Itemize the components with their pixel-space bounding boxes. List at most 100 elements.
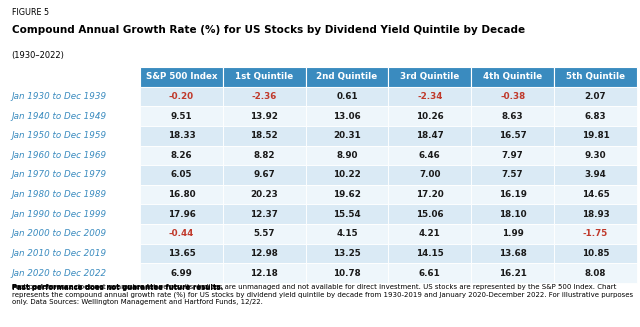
Text: -0.20: -0.20 xyxy=(169,92,194,101)
Text: 9.67: 9.67 xyxy=(253,170,275,180)
Text: Jan 2020 to Dec 2022: Jan 2020 to Dec 2022 xyxy=(12,268,107,278)
Text: 7.57: 7.57 xyxy=(502,170,524,180)
Bar xyxy=(140,244,223,263)
Text: 12.37: 12.37 xyxy=(250,210,278,219)
Bar xyxy=(471,224,554,244)
Bar xyxy=(554,165,637,185)
Text: 18.33: 18.33 xyxy=(168,131,195,140)
Bar xyxy=(306,87,388,106)
Bar xyxy=(388,165,471,185)
Bar xyxy=(223,67,306,87)
Bar xyxy=(140,263,223,283)
Bar xyxy=(223,106,306,126)
Text: 10.26: 10.26 xyxy=(416,112,444,121)
Bar xyxy=(306,185,388,204)
Text: 8.63: 8.63 xyxy=(502,112,524,121)
Text: 18.52: 18.52 xyxy=(250,131,278,140)
Text: Jan 1970 to Dec 1979: Jan 1970 to Dec 1979 xyxy=(12,170,107,180)
Text: 16.57: 16.57 xyxy=(499,131,527,140)
Text: 15.54: 15.54 xyxy=(333,210,361,219)
Text: 13.68: 13.68 xyxy=(499,249,527,258)
Text: 9.51: 9.51 xyxy=(171,112,192,121)
Bar xyxy=(140,87,223,106)
Text: Jan 1950 to Dec 1959: Jan 1950 to Dec 1959 xyxy=(12,131,107,140)
Text: 8.08: 8.08 xyxy=(585,268,606,278)
Text: Jan 1940 to Dec 1949: Jan 1940 to Dec 1949 xyxy=(12,112,107,121)
Text: 19.81: 19.81 xyxy=(582,131,609,140)
Text: 14.65: 14.65 xyxy=(582,190,609,199)
Text: 13.65: 13.65 xyxy=(168,249,195,258)
Bar xyxy=(471,165,554,185)
Bar xyxy=(140,185,223,204)
Bar xyxy=(388,263,471,283)
Text: 5th Quintile: 5th Quintile xyxy=(566,72,625,81)
Text: 7.97: 7.97 xyxy=(502,151,524,160)
Text: 18.10: 18.10 xyxy=(499,210,527,219)
Bar xyxy=(471,244,554,263)
Bar xyxy=(471,106,554,126)
Bar xyxy=(554,67,637,87)
Bar xyxy=(306,263,388,283)
Text: Jan 1930 to Dec 1939: Jan 1930 to Dec 1939 xyxy=(12,92,107,101)
Bar xyxy=(223,165,306,185)
Text: 16.19: 16.19 xyxy=(499,190,527,199)
Bar xyxy=(306,204,388,224)
Bar xyxy=(223,87,306,106)
Bar xyxy=(554,204,637,224)
Text: 3.94: 3.94 xyxy=(584,170,606,180)
Bar xyxy=(223,224,306,244)
Text: FIGURE 5: FIGURE 5 xyxy=(12,8,49,17)
Text: 13.92: 13.92 xyxy=(250,112,278,121)
Text: 13.25: 13.25 xyxy=(333,249,361,258)
Bar xyxy=(388,87,471,106)
Text: S&P 500 Index: S&P 500 Index xyxy=(146,72,217,81)
Text: 18.93: 18.93 xyxy=(582,210,609,219)
Bar xyxy=(306,126,388,146)
Text: -2.36: -2.36 xyxy=(252,92,277,101)
Text: 6.83: 6.83 xyxy=(584,112,606,121)
Text: 5.57: 5.57 xyxy=(253,229,275,238)
Text: 12.98: 12.98 xyxy=(250,249,278,258)
Bar xyxy=(140,126,223,146)
Text: Jan 1960 to Dec 1969: Jan 1960 to Dec 1969 xyxy=(12,151,107,160)
Text: 2.07: 2.07 xyxy=(584,92,606,101)
Text: 2nd Quintile: 2nd Quintile xyxy=(317,72,378,81)
Bar xyxy=(554,244,637,263)
Text: 12.18: 12.18 xyxy=(250,268,278,278)
Text: 20.31: 20.31 xyxy=(333,131,361,140)
Text: 13.06: 13.06 xyxy=(333,112,361,121)
Text: 1st Quintile: 1st Quintile xyxy=(236,72,293,81)
Text: 20.23: 20.23 xyxy=(250,190,278,199)
Bar xyxy=(554,106,637,126)
Bar xyxy=(388,106,471,126)
Text: 6.99: 6.99 xyxy=(171,268,193,278)
Text: 10.22: 10.22 xyxy=(333,170,361,180)
Bar xyxy=(554,263,637,283)
Bar xyxy=(223,126,306,146)
Text: 10.85: 10.85 xyxy=(582,249,609,258)
Text: 15.06: 15.06 xyxy=(416,210,444,219)
Text: 4th Quintile: 4th Quintile xyxy=(483,72,542,81)
Text: -2.34: -2.34 xyxy=(417,92,442,101)
Text: Past performance does not guarantee future results. Indices are unmanaged and no: Past performance does not guarantee futu… xyxy=(12,284,633,305)
Text: 8.82: 8.82 xyxy=(253,151,275,160)
Text: 4.21: 4.21 xyxy=(419,229,441,238)
Bar xyxy=(223,204,306,224)
Bar xyxy=(140,204,223,224)
Bar xyxy=(306,67,388,87)
Bar xyxy=(554,146,637,165)
Text: 3rd Quintile: 3rd Quintile xyxy=(400,72,460,81)
Text: Jan 1980 to Dec 1989: Jan 1980 to Dec 1989 xyxy=(12,190,107,199)
Text: Past performance does not guarantee future results.: Past performance does not guarantee futu… xyxy=(12,285,223,291)
Text: Past performance does not guarantee future results.: Past performance does not guarantee futu… xyxy=(12,284,223,290)
Bar xyxy=(223,146,306,165)
Text: -0.38: -0.38 xyxy=(500,92,525,101)
Bar xyxy=(223,185,306,204)
Bar xyxy=(306,244,388,263)
Text: Compound Annual Growth Rate (%) for US Stocks by Dividend Yield Quintile by Deca: Compound Annual Growth Rate (%) for US S… xyxy=(12,25,525,35)
Text: 18.47: 18.47 xyxy=(416,131,444,140)
Bar xyxy=(223,263,306,283)
Bar xyxy=(306,165,388,185)
Bar xyxy=(471,67,554,87)
Bar xyxy=(388,185,471,204)
